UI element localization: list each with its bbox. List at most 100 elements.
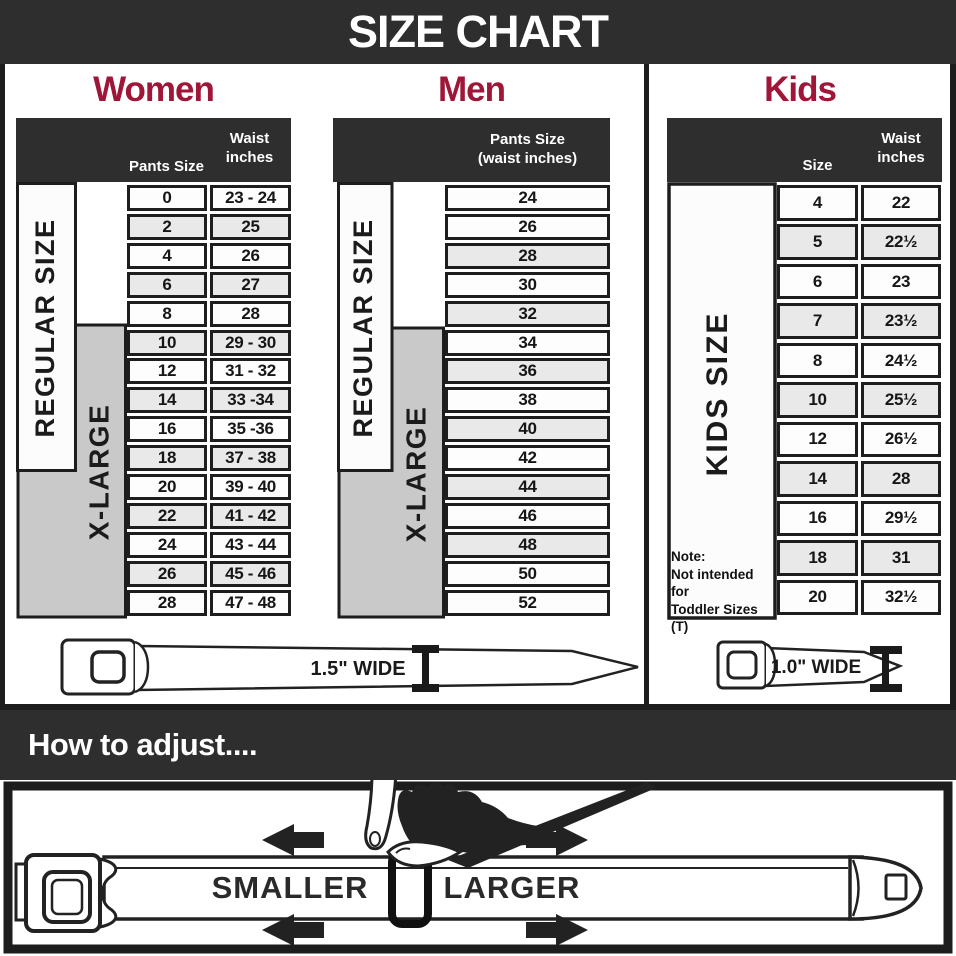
- belt-tip-hole: [884, 873, 908, 901]
- women-waist-cell: 28: [210, 300, 291, 327]
- women-table-header: Pants Size Waist inches: [16, 118, 291, 182]
- women-rows: 0 23 - 24 2 25 4 26 6 27 8 28 10 29 - 30 12 31 - 32 14…: [127, 185, 291, 621]
- women-size-cell: 28: [127, 589, 207, 616]
- women-regular-box: [16, 182, 77, 472]
- how-to-adjust-bar: How to adjust....: [0, 710, 956, 780]
- men-regular-label: REGULAR SIZE: [348, 218, 378, 437]
- men-rows: 24 26 28 30 32 34 36 38 40 42 44 46 48 50 52: [445, 185, 610, 621]
- men-size-cell: 28: [445, 242, 610, 269]
- men-col-line1: Pants Size: [489, 131, 566, 148]
- kids-waist-cell: 25½: [861, 382, 941, 418]
- women-heading: Women: [93, 70, 215, 109]
- men-size-cell: 32: [445, 300, 610, 327]
- women-waist-cell: 45 - 46: [210, 560, 291, 587]
- kids-waist-cell: 24½: [861, 342, 941, 379]
- kids-divider: [644, 64, 649, 704]
- women-size-cell: 8: [127, 300, 207, 327]
- title-bar: SIZE CHART: [0, 0, 956, 64]
- kids-buckle-window: [726, 650, 758, 680]
- men-size-group-labels: REGULAR SIZE X-LARGE: [337, 182, 445, 619]
- how-to-adjust-title: How to adjust....: [28, 727, 258, 762]
- women-size-cell: 16: [127, 416, 207, 443]
- kids-waist-cell: 29½: [861, 500, 941, 537]
- women-size-cell: 26: [127, 560, 207, 587]
- women-regular-label: REGULAR SIZE: [30, 218, 60, 437]
- kids-size-box: [667, 182, 777, 620]
- women-waist-cell: 43 - 44: [210, 531, 291, 558]
- kids-waist-cell: 26½: [861, 421, 941, 458]
- women-waist-cell: 33 -34: [210, 387, 291, 414]
- kids-waist-cell: 28: [861, 461, 941, 497]
- kids-buckle-flange: [765, 642, 777, 688]
- left-border: [0, 64, 5, 704]
- men-size-cell: 26: [445, 213, 610, 240]
- men-size-cell: 34: [445, 329, 610, 356]
- women-waist-cell: 26: [210, 242, 291, 269]
- hand-icon: [397, 782, 548, 858]
- men-xlarge-label: X-LARGE: [400, 406, 431, 543]
- kids-belt-diagram: 1.0" WIDE: [716, 640, 904, 692]
- kids-size-cell: 6: [777, 263, 858, 300]
- adult-belt-width-label: 1.5" WIDE: [310, 658, 405, 680]
- women-waist-cell: 41 - 42: [210, 502, 291, 529]
- men-size-cell: 36: [445, 358, 610, 385]
- kids-size-cell: 4: [777, 185, 858, 221]
- arrow-right-bottom-icon: [526, 914, 588, 946]
- kids-size-label: KIDS SIZE: [701, 312, 734, 477]
- kids-waist-cell: 31: [861, 540, 941, 576]
- kids-table-header: Size Waist inches: [667, 118, 942, 182]
- arrow-left-top-icon: [262, 824, 324, 856]
- buckle-window-inner: [50, 878, 84, 916]
- kids-note-line1: Note:: [671, 549, 706, 564]
- women-size-cell: 6: [127, 271, 207, 298]
- kids-waist-cell: 22½: [861, 224, 941, 260]
- women-size-cell: 18: [127, 445, 207, 472]
- women-col-pants-size: Pants Size: [128, 158, 205, 176]
- kids-width-mark-stem: [882, 650, 889, 688]
- women-waist-cell: 39 - 40: [210, 474, 291, 500]
- women-waist-cell: 25: [210, 213, 291, 240]
- women-waist-cell: 47 - 48: [210, 589, 291, 616]
- women-size-cell: 2: [127, 213, 207, 240]
- women-waist-cell: 23 - 24: [210, 185, 291, 211]
- women-waist-cell: 35 -36: [210, 416, 291, 443]
- adjust-illustration: SMALLER LARGER: [3, 780, 953, 954]
- men-regular-box: [337, 182, 394, 472]
- kids-size-cell: 8: [777, 342, 858, 379]
- women-size-cell: 14: [127, 387, 207, 414]
- women-waist-cell: 29 - 30: [210, 329, 291, 356]
- women-size-cell: 20: [127, 474, 207, 500]
- right-border: [950, 64, 956, 704]
- men-size-cell: 38: [445, 387, 610, 414]
- kids-size-cell: 5: [777, 224, 858, 260]
- larger-label: LARGER: [444, 870, 581, 905]
- adult-width-mark-stem: [422, 649, 429, 689]
- women-size-cell: 10: [127, 329, 207, 356]
- arrow-left-bottom-icon: [262, 914, 324, 946]
- kids-rows: 4 22 5 22½ 6 23 7 23½ 8 24½ 10 25½ 12 26½ 14 28 16 29½ 18 3…: [777, 185, 941, 621]
- men-col-line2: (waist inches): [477, 149, 578, 167]
- men-size-cell: 46: [445, 502, 610, 529]
- men-size-cell: 42: [445, 445, 610, 472]
- men-size-cell: 24: [445, 185, 610, 211]
- kids-waist-cell: 23½: [861, 303, 941, 339]
- kids-waist-cell: 32½: [861, 579, 941, 615]
- kids-heading: Kids: [764, 70, 837, 109]
- smaller-label: SMALLER: [212, 870, 369, 905]
- kids-note: Note: Not intended for Toddler Sizes (T): [671, 548, 773, 636]
- kids-size-cell: 12: [777, 421, 858, 458]
- kids-col-waist: Waist inches: [877, 130, 925, 166]
- buckle-flange: [99, 857, 118, 929]
- women-size-group-labels: REGULAR SIZE X-LARGE: [16, 182, 127, 619]
- women-col-waist: Waist inches: [225, 130, 274, 166]
- kids-size-cell: 18: [777, 540, 858, 576]
- kids-size-cell: 10: [777, 382, 858, 418]
- kids-belt-width-label: 1.0" WIDE: [771, 657, 861, 678]
- kids-size-cell: 14: [777, 461, 858, 497]
- adult-belt-diagram: 1.5" WIDE: [60, 638, 639, 696]
- women-size-cell: 12: [127, 358, 207, 385]
- women-size-cell: 0: [127, 185, 207, 211]
- arrow-right-top-icon: [526, 824, 588, 856]
- women-size-cell: 22: [127, 502, 207, 529]
